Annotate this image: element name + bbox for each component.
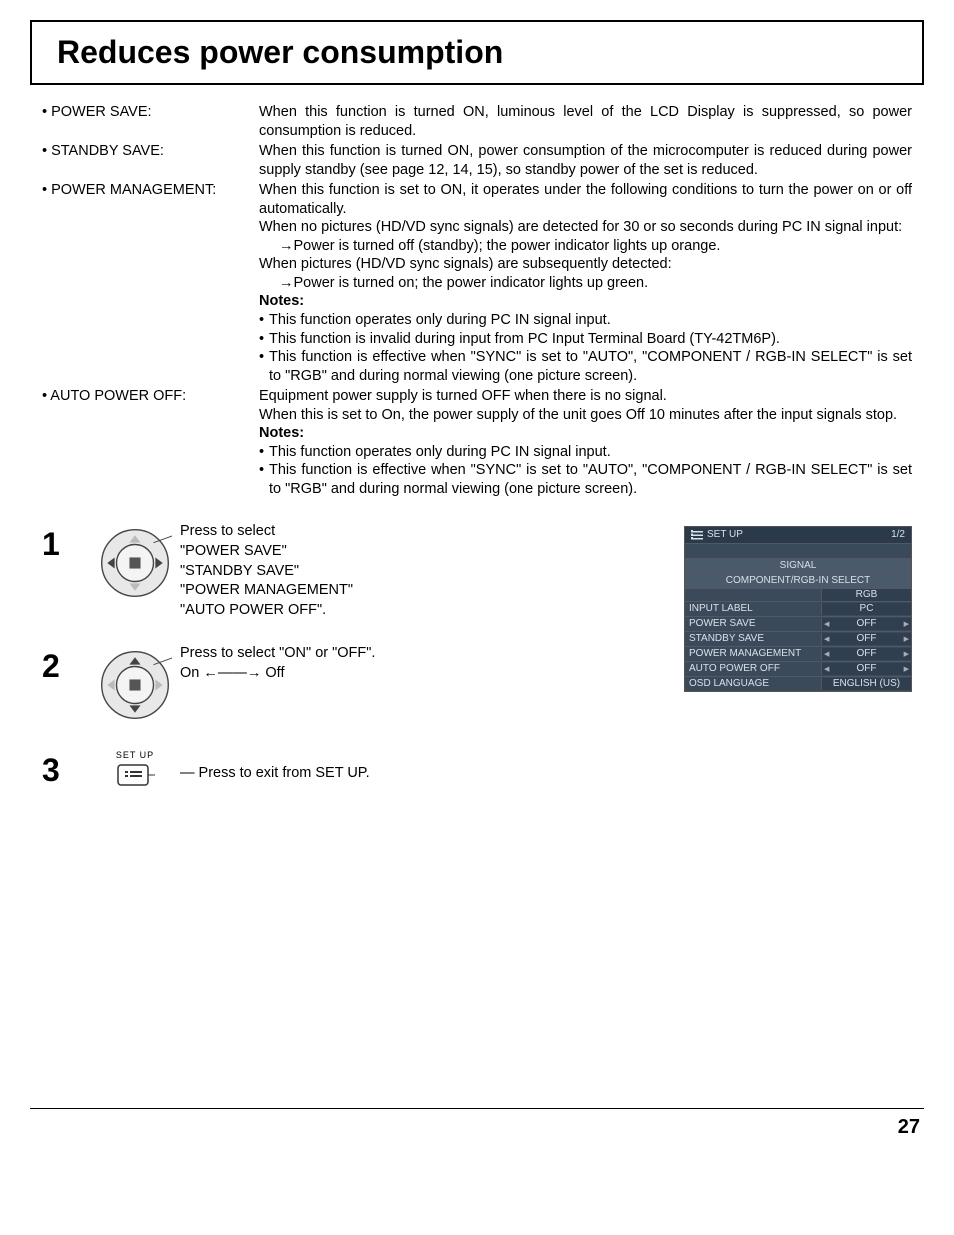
setup-btn-label: SET UP: [116, 750, 154, 762]
definition-power-management: • POWER MANAGEMENT: When this function i…: [42, 181, 912, 385]
osd-label: COMPONENT/RGB-IN SELECT: [722, 574, 874, 588]
step-number: 3: [42, 748, 90, 786]
step-line: "AUTO POWER OFF".: [180, 601, 353, 621]
definition-auto-power-off: • AUTO POWER OFF: Equipment power supply…: [42, 387, 912, 498]
page-number: 27: [30, 1115, 924, 1141]
osd-value[interactable]: ◀OFF▶: [821, 633, 911, 645]
osd-setup-panel: SET UP 1/2 SIGNAL COMPONENT/RGB-IN SELEC…: [684, 526, 912, 692]
step-3: 3 SET UP — Press to exit from SET UP.: [42, 746, 912, 788]
note-item: •This function operates only during PC I…: [259, 443, 912, 462]
def-text: When no pictures (HD/VD sync signals) ar…: [259, 219, 902, 235]
osd-row-comp-rgb: COMPONENT/RGB-IN SELECT: [685, 573, 911, 588]
def-text: When pictures (HD/VD sync signals) are s…: [259, 256, 672, 272]
dpad-up-down-icon: [90, 644, 180, 722]
osd-label: STANDBY SAVE: [685, 632, 821, 646]
note-item: •This function is invalid during input f…: [259, 330, 912, 349]
osd-row: STANDBY SAVE ◀OFF▶: [685, 631, 911, 646]
page-title: Reduces power consumption: [57, 32, 902, 73]
def-label: • AUTO POWER OFF:: [42, 387, 259, 498]
note-item: •This function is effective when "SYNC" …: [259, 348, 912, 385]
notes-label: Notes:: [259, 425, 304, 441]
step-line: "POWER SAVE": [180, 542, 353, 562]
definitions-section: • POWER SAVE: When this function is turn…: [42, 103, 912, 498]
menu-icon: [691, 530, 703, 540]
step-text: — Press to exit from SET UP.: [180, 750, 370, 784]
def-label: • POWER MANAGEMENT:: [42, 181, 259, 385]
osd-header: SET UP 1/2: [685, 527, 911, 544]
step-number: 1: [42, 522, 90, 560]
def-arrow-text: →Power is turned on; the power indicator…: [259, 274, 912, 293]
def-text: When this is set to On, the power supply…: [259, 407, 897, 423]
osd-value[interactable]: ◀OFF▶: [821, 648, 911, 660]
osd-label: POWER MANAGEMENT: [685, 647, 821, 661]
osd-row: OSD LANGUAGE ENGLISH (US): [685, 676, 911, 691]
osd-page-indicator: 1/2: [891, 530, 905, 540]
step-text: Press to select "POWER SAVE" "STANDBY SA…: [180, 522, 353, 620]
def-arrow-text: →Power is turned off (standby); the powe…: [259, 237, 912, 256]
def-label: • POWER SAVE:: [42, 103, 259, 140]
osd-label: POWER SAVE: [685, 617, 821, 631]
osd-row: POWER MANAGEMENT ◀OFF▶: [685, 646, 911, 661]
definition-power-save: • POWER SAVE: When this function is turn…: [42, 103, 912, 140]
osd-value[interactable]: ◀OFF▶: [821, 663, 911, 675]
step-line: Press to exit from SET UP.: [199, 765, 370, 781]
setup-button-icon: SET UP: [90, 746, 180, 788]
osd-row-signal: SIGNAL: [685, 558, 911, 573]
def-text: Equipment power supply is turned OFF whe…: [259, 388, 667, 404]
osd-title: SET UP: [707, 530, 743, 540]
step-line: "POWER MANAGEMENT": [180, 581, 353, 601]
osd-label: [685, 593, 821, 597]
osd-label: AUTO POWER OFF: [685, 662, 821, 676]
def-text: When this function is set to ON, it oper…: [259, 182, 912, 217]
note-item: •This function is effective when "SYNC" …: [259, 461, 912, 498]
step-text: Press to select "ON" or "OFF". On ←——→ O…: [180, 644, 375, 683]
footer-rule: [30, 1108, 924, 1109]
osd-value: ENGLISH (US): [821, 678, 911, 690]
osd-row: INPUT LABEL PC: [685, 601, 911, 616]
def-label: • STANDBY SAVE:: [42, 142, 259, 179]
osd-row: AUTO POWER OFF ◀OFF▶: [685, 661, 911, 676]
definition-standby-save: • STANDBY SAVE: When this function is tu…: [42, 142, 912, 179]
step-on-off: On ←——→ Off: [180, 664, 375, 684]
step-line: Press to select: [180, 522, 353, 542]
osd-row: RGB: [685, 588, 911, 601]
dpad-left-right-icon: [90, 522, 180, 600]
osd-value: PC: [821, 603, 911, 615]
osd-row: POWER SAVE ◀OFF▶: [685, 616, 911, 631]
def-body: When this function is set to ON, it oper…: [259, 181, 912, 385]
note-item: •This function operates only during PC I…: [259, 311, 912, 330]
osd-label: SIGNAL: [776, 559, 821, 573]
osd-label: INPUT LABEL: [685, 602, 821, 616]
step-number: 2: [42, 644, 90, 682]
step-line: "STANDBY SAVE": [180, 562, 353, 582]
osd-value: RGB: [821, 589, 911, 601]
steps-section: SET UP 1/2 SIGNAL COMPONENT/RGB-IN SELEC…: [42, 522, 912, 787]
osd-label: OSD LANGUAGE: [685, 677, 821, 691]
step-line: Press to select "ON" or "OFF".: [180, 644, 375, 664]
notes-label: Notes:: [259, 293, 304, 309]
def-body: When this function is turned ON, luminou…: [259, 103, 912, 140]
def-body: When this function is turned ON, power c…: [259, 142, 912, 179]
def-body: Equipment power supply is turned OFF whe…: [259, 387, 912, 498]
page-title-box: Reduces power consumption: [30, 20, 924, 85]
osd-value[interactable]: ◀OFF▶: [821, 618, 911, 630]
